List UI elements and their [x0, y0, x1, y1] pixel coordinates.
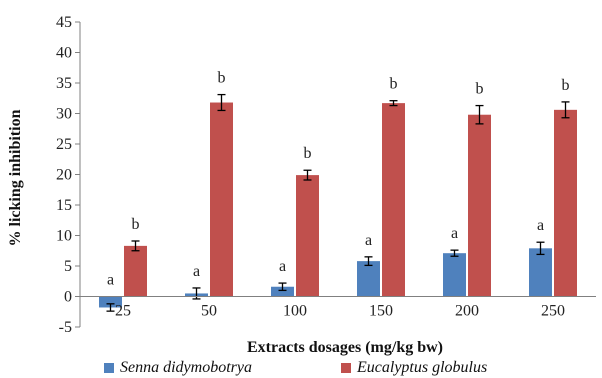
y-tick-label: 40: [56, 45, 72, 62]
significance-label: b: [476, 81, 484, 98]
significance-label: b: [562, 77, 570, 94]
significance-label: a: [451, 225, 458, 242]
y-tick-label: -5: [59, 319, 72, 336]
y-tick-label: 10: [56, 228, 72, 245]
legend-entry: Eucalyptus globulus: [356, 359, 487, 376]
x-tick-label: 200: [455, 303, 479, 320]
significance-label: b: [132, 216, 140, 233]
significance-label: a: [537, 217, 544, 234]
y-tick-label: 20: [56, 167, 72, 184]
significance-label: b: [218, 70, 226, 87]
significance-label: b: [304, 145, 312, 162]
legend-swatch: [341, 363, 351, 373]
y-tick-label: 5: [64, 258, 72, 275]
y-tick-label: 25: [56, 136, 72, 153]
legend: Senna didymobotrya Eucalyptus globulus: [104, 359, 487, 376]
bar: [124, 245, 147, 297]
y-tick-label: 30: [56, 106, 72, 123]
bar: [529, 248, 552, 297]
x-tick-label: 150: [369, 303, 393, 320]
y-tick-label: 45: [56, 14, 72, 31]
y-tick-label: 15: [56, 197, 72, 214]
bar: [296, 175, 319, 297]
significance-label: a: [107, 272, 114, 289]
significance-label: b: [390, 76, 398, 93]
x-axis-title: Extracts dosages (mg/kg bw): [247, 339, 443, 356]
y-axis: -5 0 5 10 15 20 25 30 35 40 45: [56, 14, 81, 336]
significance-label: a: [365, 232, 372, 249]
bar: [210, 102, 233, 297]
bar: [382, 103, 405, 297]
bar: [271, 286, 294, 297]
x-tick-label: 250: [541, 303, 565, 320]
bar: [554, 109, 577, 297]
bar: [468, 114, 491, 297]
x-tick-label: 50: [201, 303, 217, 320]
bar: [357, 261, 380, 297]
y-tick-label: 0: [64, 289, 72, 306]
y-axis-title: % licking inhibition: [7, 109, 24, 246]
legend-entry: Senna didymobotrya: [120, 359, 252, 376]
bar: [443, 253, 466, 297]
legend-swatch: [104, 363, 114, 373]
significance-label: a: [193, 263, 200, 280]
x-tick-label: 100: [283, 303, 307, 320]
significance-label: a: [279, 258, 286, 275]
y-tick-label: 35: [56, 75, 72, 92]
bars: a b a b a b a b a b a b: [99, 70, 577, 312]
x-axis: 25 50 100 150 200 250: [80, 296, 596, 320]
x-tick-label: 25: [115, 303, 131, 320]
bar: [99, 296, 122, 308]
